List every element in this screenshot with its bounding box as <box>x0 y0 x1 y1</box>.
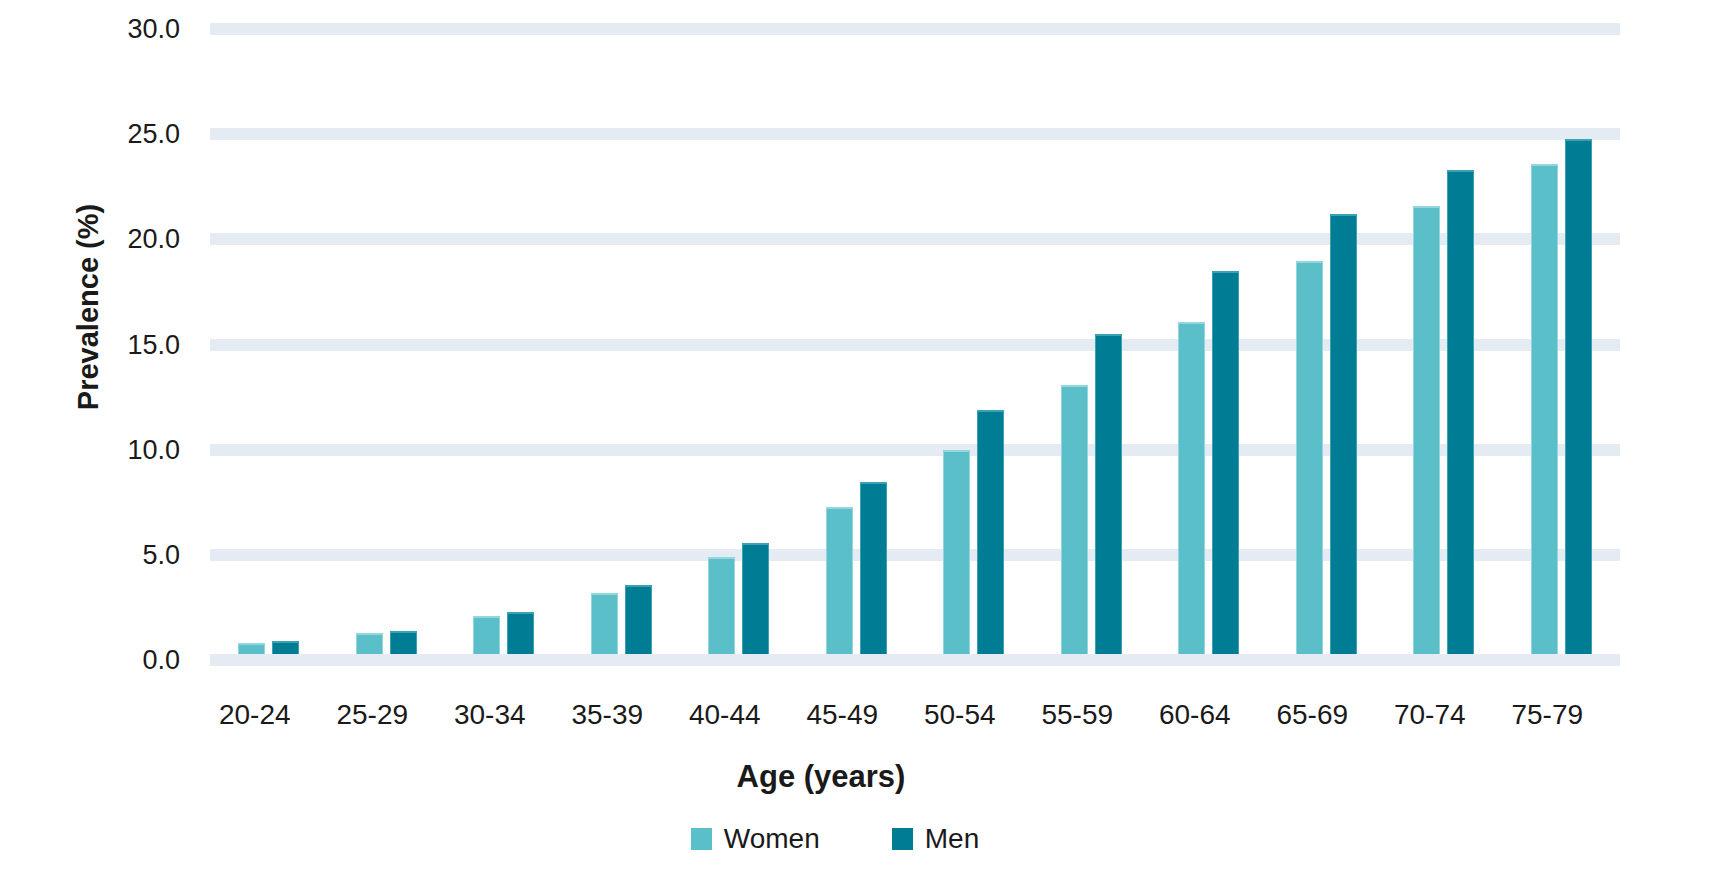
y-tick-label-20: 20.0 <box>0 225 180 253</box>
legend-label-women: Women <box>724 824 820 854</box>
bar-women-70-74 <box>1413 206 1440 654</box>
bar-women-65-69 <box>1296 261 1323 654</box>
prevalence-by-age-bar-chart: Prevalence (%) 0.05.010.015.020.025.030.… <box>0 0 1722 870</box>
x-tick-label-35-39: 35-39 <box>549 700 667 730</box>
x-axis-title: Age (years) <box>0 759 1682 795</box>
x-tick-label-25-29: 25-29 <box>314 700 432 730</box>
y-tick-label-25: 25.0 <box>0 120 180 148</box>
bar-men-70-74 <box>1447 170 1474 654</box>
y-tick-label-15: 15.0 <box>0 331 180 359</box>
x-tick-label-65-69: 65-69 <box>1254 700 1372 730</box>
bar-cluster-20-24 <box>210 23 328 654</box>
bar-women-30-34 <box>473 616 500 654</box>
x-tick-label-70-74: 70-74 <box>1371 700 1489 730</box>
bar-women-25-29 <box>356 633 383 654</box>
y-tick-label-30: 30.0 <box>0 15 180 43</box>
bar-men-55-59 <box>1095 334 1122 654</box>
bar-men-35-39 <box>625 585 652 654</box>
bar-men-75-79 <box>1565 139 1592 654</box>
bar-men-40-44 <box>742 543 769 654</box>
y-tick-label-0: 0.0 <box>0 646 180 674</box>
legend-label-men: Men <box>925 824 979 854</box>
legend-item-men: Men <box>892 824 979 854</box>
bar-cluster-55-59 <box>1033 23 1151 654</box>
bar-cluster-30-34 <box>445 23 563 654</box>
x-tick-label-30-34: 30-34 <box>431 700 549 730</box>
y-tick-label-10: 10.0 <box>0 436 180 464</box>
bar-cluster-50-54 <box>915 23 1033 654</box>
bar-cluster-75-79 <box>1503 23 1621 654</box>
bar-women-45-49 <box>826 507 853 654</box>
x-tick-label-20-24: 20-24 <box>196 700 314 730</box>
x-tick-label-60-64: 60-64 <box>1136 700 1254 730</box>
x-tick-label-40-44: 40-44 <box>666 700 784 730</box>
legend-item-women: Women <box>691 824 820 854</box>
bar-women-20-24 <box>238 643 265 654</box>
bar-men-50-54 <box>977 410 1004 654</box>
bar-cluster-40-44 <box>680 23 798 654</box>
bar-cluster-60-64 <box>1150 23 1268 654</box>
plot-area: 0.0 5.0 10.0 15.0 20.0 25.0 30.0 20-2425-2930-3… <box>0 0 1722 870</box>
bar-women-75-79 <box>1531 164 1558 654</box>
y-tick-label-5: 5.0 <box>0 541 180 569</box>
bar-cluster-25-29 <box>328 23 446 654</box>
legend-swatch-women <box>691 828 712 850</box>
x-tick-label-55-59: 55-59 <box>1019 700 1137 730</box>
bar-women-35-39 <box>591 593 618 654</box>
bar-women-50-54 <box>943 450 970 654</box>
x-tick-label-75-79: 75-79 <box>1489 700 1607 730</box>
bar-men-20-24 <box>272 641 299 654</box>
bar-men-45-49 <box>860 482 887 654</box>
bar-women-60-64 <box>1178 322 1205 654</box>
bar-men-65-69 <box>1330 214 1357 654</box>
bar-men-60-64 <box>1212 271 1239 654</box>
x-tick-label-50-54: 50-54 <box>901 700 1019 730</box>
bar-men-25-29 <box>390 631 417 654</box>
legend: Women Men <box>0 824 1696 854</box>
bar-cluster-65-69 <box>1268 23 1386 654</box>
bar-men-30-34 <box>507 612 534 654</box>
bar-cluster-35-39 <box>563 23 681 654</box>
bar-cluster-70-74 <box>1385 23 1503 654</box>
x-tick-label-45-49: 45-49 <box>784 700 902 730</box>
bar-women-55-59 <box>1061 385 1088 654</box>
legend-swatch-men <box>892 828 913 850</box>
bar-cluster-45-49 <box>798 23 916 654</box>
gridline-band-0 <box>210 654 1620 666</box>
bar-women-40-44 <box>708 557 735 654</box>
